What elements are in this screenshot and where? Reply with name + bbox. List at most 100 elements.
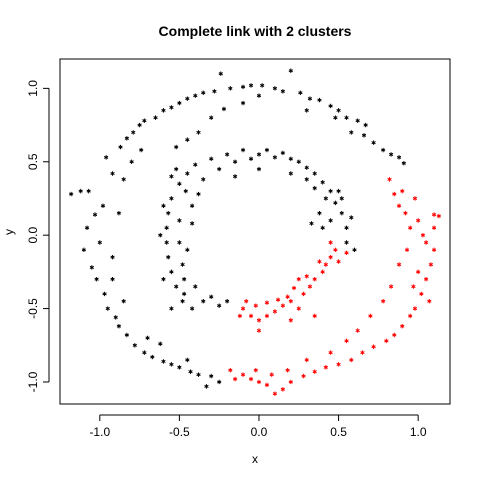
data-point [177,100,182,106]
data-point [118,144,123,150]
data-point [298,90,303,95]
y-axis-label: y [2,229,16,235]
data-point [355,328,360,333]
data-point [420,232,426,238]
data-point [336,188,341,194]
data-point [89,265,94,270]
data-point [142,350,147,355]
data-point [185,247,190,253]
data-point [411,284,416,289]
data-point [102,291,107,297]
data-point [328,240,333,245]
data-point [224,299,230,304]
data-point [177,240,182,245]
data-point [212,89,217,94]
data-point [401,161,406,166]
data-point [185,96,190,101]
data-point [309,221,314,226]
data-point [169,174,174,179]
data-point [288,156,293,162]
data-point [193,93,198,98]
data-point [84,225,90,231]
data-point [174,166,179,172]
data-point [169,306,174,311]
data-point [360,350,365,355]
data-point [240,100,246,106]
data-point [423,240,429,245]
data-point [78,188,83,194]
data-point [296,306,301,311]
data-point [196,372,201,377]
data-point [396,262,402,267]
data-point [428,262,434,267]
data-point [189,203,195,209]
data-point [423,277,429,282]
data-point [328,254,333,260]
data-point [121,177,126,182]
data-point [256,328,262,333]
data-point [100,203,106,209]
data-point [189,306,195,311]
data-point [256,379,262,385]
data-point [129,159,134,164]
data-point [201,299,206,304]
data-point [416,269,421,275]
data-point [256,318,262,323]
data-point [237,313,243,319]
data-point [403,210,408,216]
data-point [304,274,309,279]
data-point [166,210,171,216]
data-point [110,171,115,176]
data-point [291,285,297,291]
x-axis-label: x [252,452,258,466]
data-point [158,232,163,238]
plot-frame [59,58,451,405]
data-point [301,291,306,297]
data-point [349,357,354,363]
data-point [224,152,230,157]
data-point [408,313,413,319]
data-point [217,303,222,308]
data-points [68,68,442,396]
data-point [116,210,122,216]
data-point [244,299,249,304]
data-point [317,210,322,216]
data-point [388,152,394,157]
data-point [307,96,313,101]
data-point [174,284,179,289]
y-tick-label: -0.5 [26,298,40,319]
data-point [296,277,301,282]
x-tick-label: -1.0 [89,425,110,439]
y-axis: -1.0 -0.5 0.0 0.5 1.0 [26,80,50,392]
data-point [164,225,169,231]
data-point [204,384,209,389]
data-point [288,68,293,73]
data-point [336,362,341,367]
data-point [427,299,432,304]
data-point [161,203,166,209]
data-point [312,313,317,319]
data-point [280,387,286,392]
data-point [312,171,317,176]
data-point [209,373,214,379]
data-point [380,299,386,304]
data-point [253,303,258,308]
data-point [408,225,413,231]
data-point [280,89,286,94]
data-point [280,303,286,308]
data-point [388,284,394,289]
data-point [344,250,349,255]
data-point [180,262,185,267]
data-point [182,291,187,297]
data-point [363,122,368,128]
data-point [104,155,109,160]
data-point [217,379,222,385]
data-point [105,306,110,311]
data-point [349,130,354,135]
data-point [240,306,246,311]
data-point [288,171,293,176]
data-point [380,147,386,153]
data-point [344,338,349,344]
data-point [81,247,87,253]
